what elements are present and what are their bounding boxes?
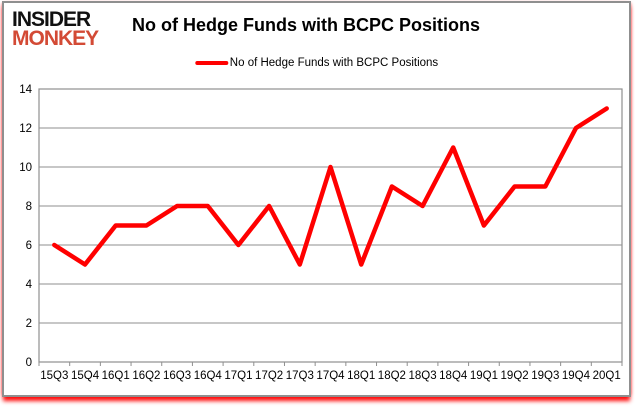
x-tick-label: 20Q1	[593, 370, 621, 382]
y-tick-label: 10	[19, 162, 32, 174]
chart-title: No of Hedge Funds with BCPC Positions	[132, 15, 480, 35]
x-tick-label: 19Q2	[501, 370, 529, 382]
x-tick-label: 16Q3	[163, 370, 191, 382]
x-tick-label: 15Q4	[71, 370, 100, 382]
y-tick-label: 14	[19, 84, 32, 96]
chart-frame: INSIDER MONKEY No of Hedge Funds with BC…	[2, 1, 631, 397]
y-tick-label: 0	[26, 357, 32, 369]
x-tick-label: 16Q4	[194, 370, 223, 382]
legend-line-swatch	[194, 61, 228, 65]
x-tick-label: 17Q4	[316, 370, 345, 382]
insider-monkey-logo: INSIDER MONKEY	[12, 8, 99, 50]
x-tick-label: 16Q1	[102, 370, 130, 382]
x-tick-label: 19Q3	[531, 370, 559, 382]
legend: No of Hedge Funds with BCPC Positions	[194, 57, 439, 69]
y-tick-label: 4	[26, 279, 33, 291]
x-tick-label: 19Q4	[562, 370, 591, 382]
y-tick-label: 2	[26, 318, 32, 330]
y-tick-label: 12	[19, 123, 32, 135]
x-tick-label: 19Q1	[470, 370, 498, 382]
plot-border	[38, 88, 623, 363]
logo-text-monkey: MONKEY	[12, 27, 99, 50]
x-tick-label: 18Q2	[378, 370, 406, 382]
x-tick-label: 18Q4	[439, 370, 468, 382]
x-tick-label: 16Q2	[132, 370, 160, 382]
x-tick-label: 17Q3	[286, 370, 314, 382]
legend-label: No of Hedge Funds with BCPC Positions	[229, 57, 439, 69]
y-tick-label: 6	[26, 240, 32, 252]
x-tick-label: 17Q2	[255, 370, 283, 382]
x-tick-label: 18Q1	[347, 370, 375, 382]
x-tick-label: 17Q1	[224, 370, 252, 382]
logo-text-insider: INSIDER	[12, 8, 91, 31]
x-tick-label: 18Q3	[408, 370, 436, 382]
data-series-line	[52, 106, 609, 267]
y-tick-label: 8	[26, 201, 32, 213]
x-tick-label: 15Q3	[40, 370, 68, 382]
